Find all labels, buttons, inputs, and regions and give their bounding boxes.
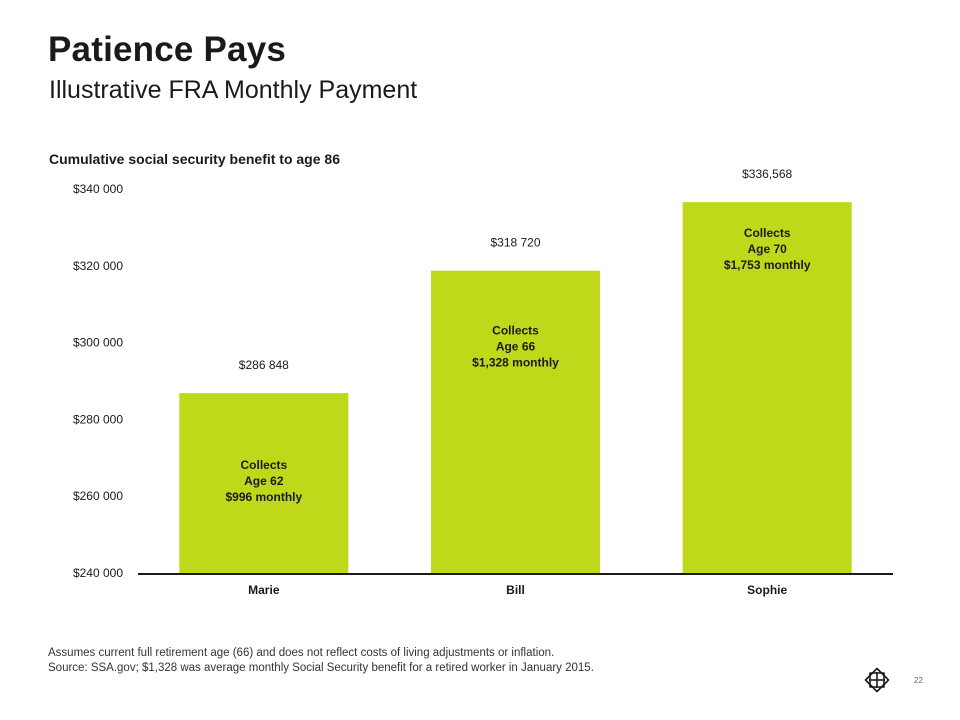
bar-annotation: Age 66 (496, 340, 536, 354)
bar-annotation: Collects (240, 458, 287, 472)
y-tick-label: $280 000 (73, 412, 123, 426)
footnote-line-source: Source: SSA.gov; $1,328 was average mont… (48, 662, 594, 674)
page-title: Patience Pays (48, 30, 287, 69)
x-tick-label: Marie (248, 583, 280, 597)
x-tick-label: Sophie (747, 583, 787, 597)
chart-title: Cumulative social security benefit to ag… (49, 151, 340, 167)
data-label: $336,568 (742, 167, 792, 181)
bar-chart: $240 000 $260 000 $280 000 $300 000 $320 000… (73, 167, 893, 597)
page-number: 22 (914, 676, 923, 685)
bar-annotation: Age 70 (747, 242, 787, 256)
bar-annotation: $996 monthly (225, 490, 302, 504)
bar-annotation: Age 62 (244, 474, 284, 488)
bar-marie (179, 393, 349, 573)
y-tick-label: $320 000 (73, 259, 123, 273)
bar-annotation: $1,753 monthly (724, 258, 811, 272)
bar-annotation: Collects (492, 324, 539, 338)
footnote-line-assumptions: Assumes current full retirement age (66)… (48, 647, 555, 659)
y-tick-label: $240 000 (73, 566, 123, 580)
data-label: $286 848 (239, 358, 289, 372)
page-subtitle: Illustrative FRA Monthly Payment (49, 76, 418, 104)
y-tick-label: $260 000 (73, 489, 123, 503)
footnote: Assumes current full retirement age (66)… (48, 646, 594, 676)
bar-sophie (682, 202, 852, 573)
bar-bill (431, 270, 600, 573)
company-logo-icon (864, 667, 890, 693)
y-tick-label: $340 000 (73, 182, 123, 196)
data-label: $318 720 (490, 236, 540, 250)
bar-annotation: Collects (744, 226, 791, 240)
x-tick-label: Bill (506, 583, 525, 597)
bar-annotation: $1,328 monthly (472, 356, 559, 370)
y-tick-label: $300 000 (73, 336, 123, 350)
